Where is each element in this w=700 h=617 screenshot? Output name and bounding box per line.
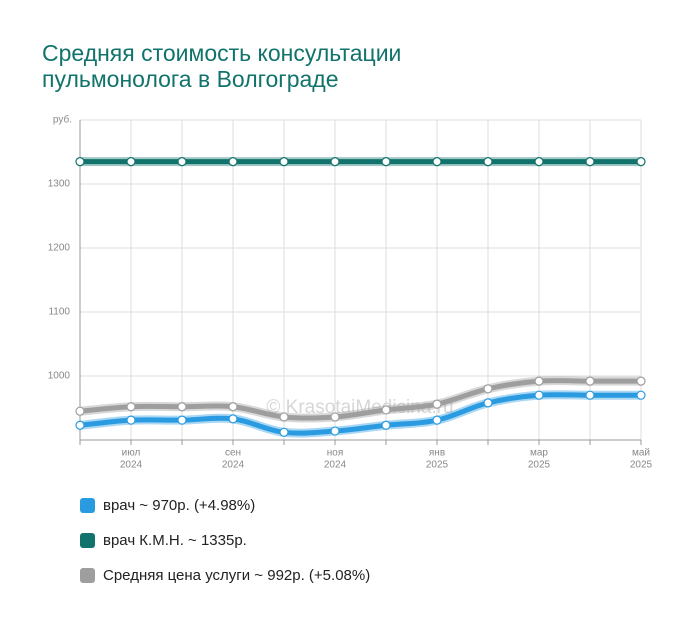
point [432, 415, 442, 425]
x-tick-year: 2025 [528, 460, 551, 471]
point [330, 426, 340, 436]
point [75, 406, 85, 416]
point [483, 384, 493, 394]
chart-title: Средняя стоимость консультации пульмонол… [42, 40, 402, 92]
x-tick-label: мар [530, 448, 548, 459]
point [228, 157, 238, 167]
y-tick-label: 1100 [48, 307, 70, 318]
point [534, 390, 544, 400]
x-tick-year: 2025 [630, 460, 653, 471]
legend-label: врач ~ 970р. (+4.98%) [103, 497, 256, 514]
point [177, 157, 187, 167]
point [432, 399, 442, 409]
point [330, 412, 340, 422]
point [381, 157, 391, 167]
point [279, 427, 289, 437]
point [585, 157, 595, 167]
point [228, 402, 238, 412]
point [534, 157, 544, 167]
point [126, 157, 136, 167]
point [75, 157, 85, 167]
point [432, 157, 442, 167]
point [381, 420, 391, 430]
x-tick-label: ноя [327, 448, 344, 459]
x-tick-label: июл [122, 448, 141, 459]
chart: 1000110012001300руб.июл2024сен2024ноя202… [48, 114, 653, 471]
legend-label: Средняя цена услуги ~ 992р. (+5.08%) [103, 567, 371, 584]
point [636, 390, 646, 400]
point [330, 157, 340, 167]
point [636, 376, 646, 386]
legend-swatch [80, 533, 95, 548]
x-tick-year: 2024 [324, 460, 347, 471]
legend-item[interactable]: врач ~ 970р. (+4.98%) [80, 488, 370, 523]
point [585, 390, 595, 400]
point [483, 398, 493, 408]
legend-item[interactable]: врач К.М.Н. ~ 1335р. [80, 523, 370, 558]
point [177, 402, 187, 412]
watermark: © KrasotaiMedicina.ru [266, 397, 453, 418]
legend-swatch [80, 568, 95, 583]
x-tick-label: май [632, 448, 650, 459]
point [177, 415, 187, 425]
point [585, 376, 595, 386]
legend-swatch [80, 498, 95, 513]
y-tick-label: 1300 [48, 179, 71, 190]
y-unit: руб. [53, 114, 72, 126]
x-tick-label: янв [429, 448, 445, 459]
point [534, 376, 544, 386]
point [279, 412, 289, 422]
legend-label: врач К.М.Н. ~ 1335р. [103, 532, 247, 549]
legend-item[interactable]: Средняя цена услуги ~ 992р. (+5.08%) [80, 558, 370, 593]
point [483, 157, 493, 167]
point [126, 415, 136, 425]
legend: врач ~ 970р. (+4.98%) врач К.М.Н. ~ 1335р… [80, 488, 370, 593]
point [228, 414, 238, 424]
x-tick-year: 2024 [120, 460, 143, 471]
point [636, 157, 646, 167]
point [279, 157, 289, 167]
x-tick-year: 2025 [426, 460, 449, 471]
x-tick-year: 2024 [222, 460, 245, 471]
y-tick-label: 1000 [48, 371, 71, 382]
x-tick-label: сен [225, 448, 241, 459]
point [75, 420, 85, 430]
point [381, 405, 391, 415]
y-tick-label: 1200 [48, 243, 71, 254]
point [126, 402, 136, 412]
